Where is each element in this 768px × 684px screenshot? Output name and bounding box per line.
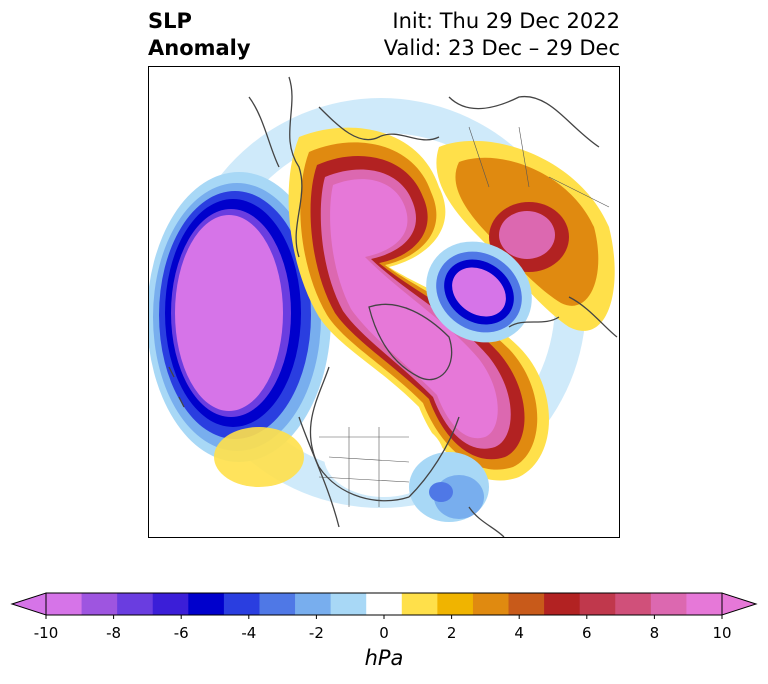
colorbar-tick-label: -10 [33, 624, 59, 642]
colorbar-tick-label: -4 [241, 624, 257, 642]
colorbar-block [401, 593, 438, 615]
colorbar-block [259, 593, 296, 615]
colorbar-block [508, 593, 545, 615]
date-info: Init: Thu 29 Dec 2022 Valid: 23 Dec – 29… [384, 8, 620, 62]
title-line-2: Anomaly [148, 36, 251, 60]
colorbar-extend-right [721, 592, 758, 616]
pacific-low [149, 172, 331, 462]
atlantic-low [426, 241, 532, 343]
colorbar-block [188, 593, 225, 615]
colorbar-tick-label: 6 [582, 624, 592, 642]
colorbar-tick-label: -6 [173, 624, 189, 642]
colorbar: -10 -8 -6 -4 -2 0 2 4 6 8 10 hPa [0, 580, 768, 684]
colorbar-block [330, 593, 367, 615]
colorbar-block [223, 593, 260, 615]
valid-range: Valid: 23 Dec – 29 Dec [383, 36, 620, 60]
colorbar-block [81, 593, 118, 615]
colorbar-block [117, 593, 154, 615]
title-line-1: SLP [148, 9, 192, 33]
colorbar-block [650, 593, 687, 615]
colorbar-block [152, 593, 189, 615]
colorbar-tick-label: -8 [106, 624, 122, 642]
colorbar-tick-label: 2 [446, 624, 457, 642]
colorbar-block [46, 593, 83, 615]
colorbar-tick-label: 4 [514, 624, 524, 642]
colorbar-gradient [10, 592, 758, 619]
init-date: Init: Thu 29 Dec 2022 [392, 9, 620, 33]
colorbar-units: hPa [364, 646, 404, 670]
colorbar-extend-left [10, 592, 47, 616]
coastlines [168, 76, 618, 537]
borders [318, 126, 610, 507]
siberia-high [436, 140, 615, 331]
colorbar-block [295, 593, 332, 615]
colorbar-tick-label: 0 [379, 624, 389, 642]
arctic-high [288, 127, 549, 481]
colorbar-block [686, 593, 723, 615]
colorbar-tick-label: 10 [712, 624, 732, 642]
colorbar-block [437, 593, 474, 615]
colorbar-tick-label: 8 [649, 624, 660, 642]
colorbar-block [615, 593, 652, 615]
colorbar-tick-label: -2 [308, 624, 324, 642]
map-svg [149, 76, 618, 537]
colorbar-block [366, 593, 403, 615]
map-title: SLP Anomaly [148, 8, 251, 62]
colorbar-block [544, 593, 581, 615]
colorbar-block [579, 593, 616, 615]
anomaly-map [148, 66, 620, 538]
colorbar-block [472, 593, 510, 615]
